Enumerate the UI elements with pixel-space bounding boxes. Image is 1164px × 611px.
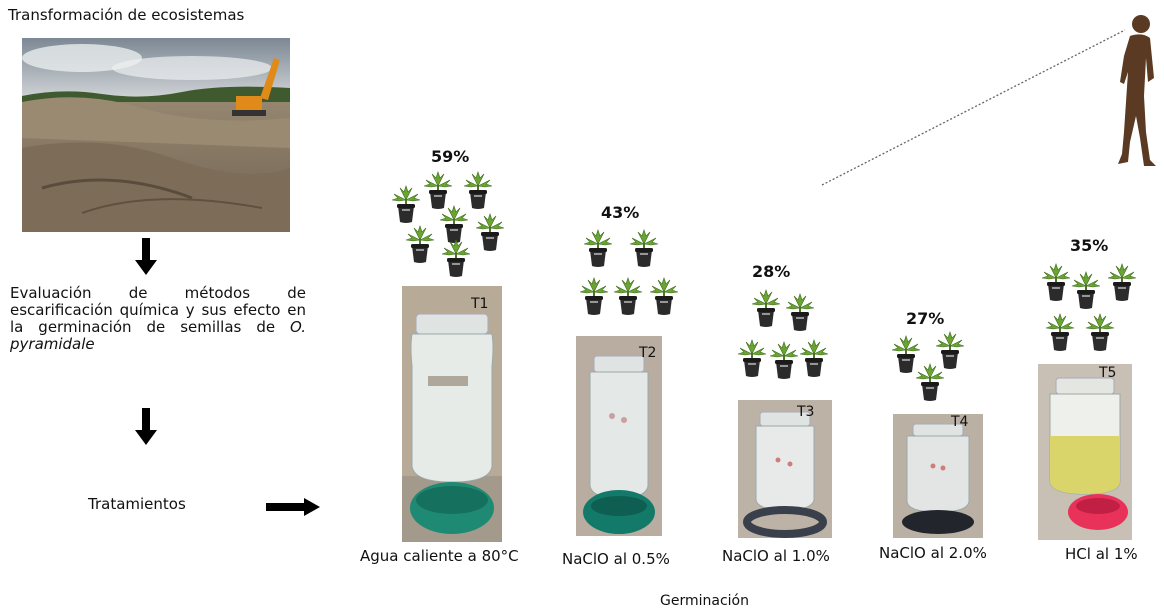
germination-percent-t5: 35% bbox=[1070, 236, 1109, 255]
treatment-caption-t2: NaClO al 0.5% bbox=[562, 550, 670, 568]
down-arrow-icon bbox=[134, 408, 158, 446]
plant-group-t2 bbox=[576, 226, 686, 330]
landscape-photo bbox=[22, 38, 290, 232]
human-silhouette bbox=[1110, 12, 1160, 172]
ecosystem-title: Transformación de ecosistemas bbox=[8, 6, 245, 24]
seedling-icon bbox=[391, 171, 505, 278]
right-arrow-icon bbox=[266, 498, 320, 516]
tratamientos-label: Tratamientos bbox=[88, 495, 186, 513]
treatment-label-t5: T5 bbox=[1099, 365, 1117, 381]
jar-photo-t5 bbox=[1038, 364, 1132, 540]
jar-photo-t3 bbox=[738, 400, 832, 538]
plant-group-t3 bbox=[736, 288, 832, 388]
treatment-label-t2: T2 bbox=[639, 345, 657, 361]
jar-photo-t1 bbox=[402, 286, 502, 542]
germination-caption: Germinación bbox=[660, 593, 749, 609]
germination-percent-t4: 27% bbox=[906, 309, 945, 328]
jar-photo-t4 bbox=[893, 414, 983, 538]
treatment-caption-t5: HCl al 1% bbox=[1065, 545, 1138, 563]
species-name: O. pyramidale bbox=[10, 318, 306, 353]
treatment-label-t4: T4 bbox=[951, 414, 969, 430]
plant-group-t1 bbox=[388, 168, 508, 284]
jar-photo-t2 bbox=[576, 336, 662, 536]
dotted-sightline bbox=[820, 25, 1130, 190]
treatment-label-t1: T1 bbox=[471, 296, 489, 312]
germination-percent-t1: 59% bbox=[431, 147, 470, 166]
germination-percent-t2: 43% bbox=[601, 203, 640, 222]
study-description: Evaluación de métodos de escarificación … bbox=[10, 285, 306, 353]
treatment-caption-t1: Agua caliente a 80°C bbox=[360, 547, 519, 565]
description-text: Evaluación de métodos de escarificación … bbox=[10, 284, 306, 336]
germination-percent-t3: 28% bbox=[752, 262, 791, 281]
treatment-label-t3: T3 bbox=[797, 404, 815, 420]
treatment-caption-t4: NaClO al 2.0% bbox=[879, 544, 987, 562]
plant-group-t4 bbox=[890, 330, 970, 412]
down-arrow-icon bbox=[134, 238, 158, 276]
plant-group-t5 bbox=[1040, 260, 1144, 364]
treatment-caption-t3: NaClO al 1.0% bbox=[722, 547, 830, 565]
